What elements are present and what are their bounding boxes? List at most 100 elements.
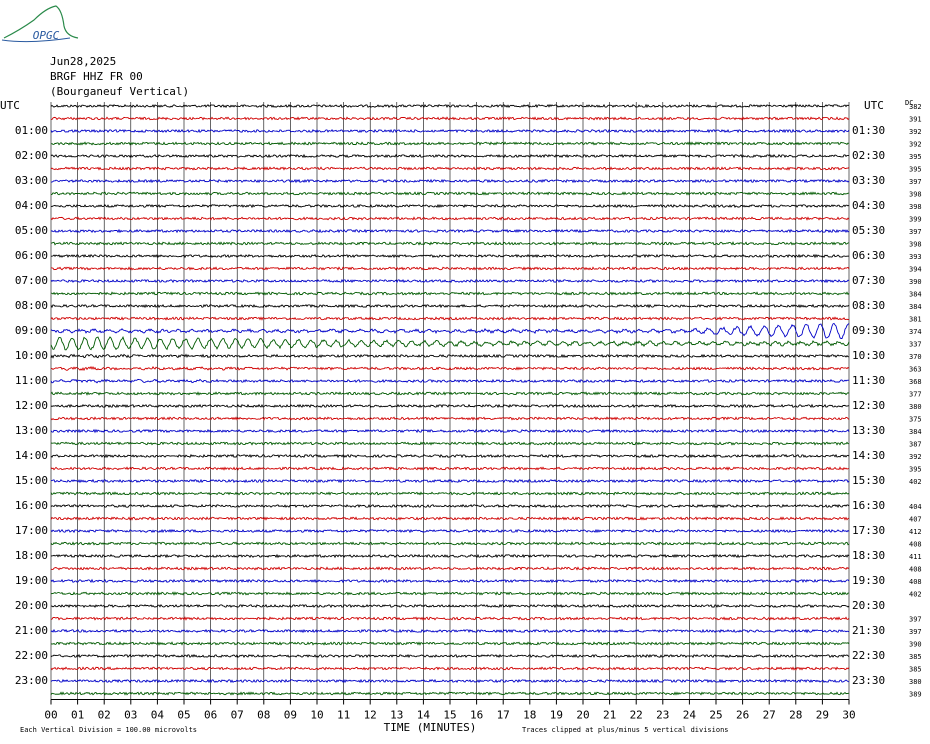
dc-value: 394 <box>909 266 922 274</box>
x-tick-label: 19 <box>550 709 563 722</box>
x-tick-label: 05 <box>177 709 190 722</box>
dc-value: 408 <box>909 566 922 574</box>
right-time-label: 12:30 <box>852 399 885 412</box>
right-time-label: 16:30 <box>852 499 885 512</box>
x-tick-label: 16 <box>470 709 483 722</box>
trace <box>50 266 850 271</box>
trace <box>50 441 849 446</box>
dc-title: DC <box>905 99 913 107</box>
header-station: BRGF HHZ FR 00 <box>50 70 143 83</box>
trace <box>50 566 850 571</box>
dc-value: 402 <box>909 591 922 599</box>
trace <box>51 178 850 184</box>
dc-value: 408 <box>909 541 922 549</box>
x-tick-label: 21 <box>603 709 616 722</box>
dc-value: 389 <box>909 691 922 699</box>
left-time-label: 06:00 <box>15 249 48 262</box>
trace <box>50 491 850 496</box>
logo: OPGC <box>1 5 79 43</box>
right-time-label: 03:30 <box>852 174 885 187</box>
trace <box>50 303 850 309</box>
trace <box>50 503 850 509</box>
trace <box>50 478 850 484</box>
trace <box>50 191 850 196</box>
left-time-label: UTC <box>0 99 20 112</box>
dc-value: 404 <box>909 503 922 511</box>
left-time-label: 04:00 <box>15 199 48 212</box>
dc-value: 380 <box>909 403 922 411</box>
left-time-label: 02:00 <box>15 149 48 162</box>
right-time-label: 22:30 <box>852 649 885 662</box>
header-date: Jun28,2025 <box>50 55 116 68</box>
x-tick-label: 23 <box>656 709 669 722</box>
x-tick-label: 06 <box>204 709 217 722</box>
right-time-label: 19:30 <box>852 574 885 587</box>
trace <box>50 216 850 221</box>
right-time-label: 18:30 <box>852 549 885 562</box>
trace <box>50 116 850 121</box>
trace <box>50 516 850 521</box>
x-tick-label: 12 <box>364 709 377 722</box>
left-time-label: 03:00 <box>15 174 48 187</box>
x-tick-label: 26 <box>736 709 749 722</box>
trace <box>50 578 850 584</box>
dc-value: 368 <box>909 378 922 386</box>
x-tick-label: 18 <box>523 709 536 722</box>
trace <box>50 641 850 646</box>
right-time-label: 06:30 <box>852 249 885 262</box>
dc-value: 390 <box>909 278 922 286</box>
trace <box>50 241 850 246</box>
right-time-label: 10:30 <box>852 349 885 362</box>
dc-value: 384 <box>909 303 922 311</box>
right-time-label: 02:30 <box>852 149 885 162</box>
right-time-label: 04:30 <box>852 199 885 212</box>
trace <box>50 628 850 634</box>
right-time-label: 13:30 <box>852 424 885 437</box>
trace <box>50 666 850 671</box>
trace <box>50 336 850 351</box>
x-tick-label: 07 <box>231 709 244 722</box>
dc-value: 387 <box>909 441 922 449</box>
left-time-label: 20:00 <box>15 599 48 612</box>
trace <box>50 553 850 559</box>
trace <box>50 453 850 459</box>
x-tick-label: 04 <box>151 709 165 722</box>
trace <box>50 203 850 209</box>
footer-right: Traces clipped at plus/minus 5 vertical … <box>522 726 729 734</box>
trace <box>50 316 850 321</box>
left-time-label: 21:00 <box>15 624 48 637</box>
right-time-label: 23:30 <box>852 674 885 687</box>
dc-value: 395 <box>909 166 922 174</box>
dc-value: 408 <box>909 578 922 586</box>
left-time-label: 19:00 <box>15 574 48 587</box>
trace <box>50 428 850 434</box>
left-time-label: 14:00 <box>15 449 48 462</box>
trace <box>50 353 850 359</box>
x-tick-label: 29 <box>816 709 829 722</box>
logo-mountain <box>3 5 79 39</box>
trace <box>50 278 850 284</box>
right-time-label: 07:30 <box>852 274 885 287</box>
x-tick-label: 11 <box>337 709 350 722</box>
trace <box>50 128 850 134</box>
trace <box>50 416 850 421</box>
trace <box>50 153 850 159</box>
dc-value: 382 <box>909 103 922 111</box>
left-time-label: 11:00 <box>15 374 48 387</box>
right-time-label: 20:30 <box>852 599 885 612</box>
dc-value: 397 <box>909 628 922 636</box>
left-time-label: 08:00 <box>15 299 48 312</box>
dc-value: 412 <box>909 528 922 536</box>
trace <box>50 616 850 621</box>
trace <box>50 166 850 171</box>
trace <box>50 591 849 596</box>
trace <box>50 403 850 409</box>
dc-value: 384 <box>909 428 922 436</box>
dc-value: 374 <box>909 328 922 336</box>
dc-value: 397 <box>909 178 922 186</box>
x-tick-label: 14 <box>417 709 431 722</box>
right-time-label: 01:30 <box>852 124 885 137</box>
dc-value: 397 <box>909 228 922 236</box>
x-tick-label: 02 <box>98 709 111 722</box>
left-time-label: 05:00 <box>15 224 48 237</box>
